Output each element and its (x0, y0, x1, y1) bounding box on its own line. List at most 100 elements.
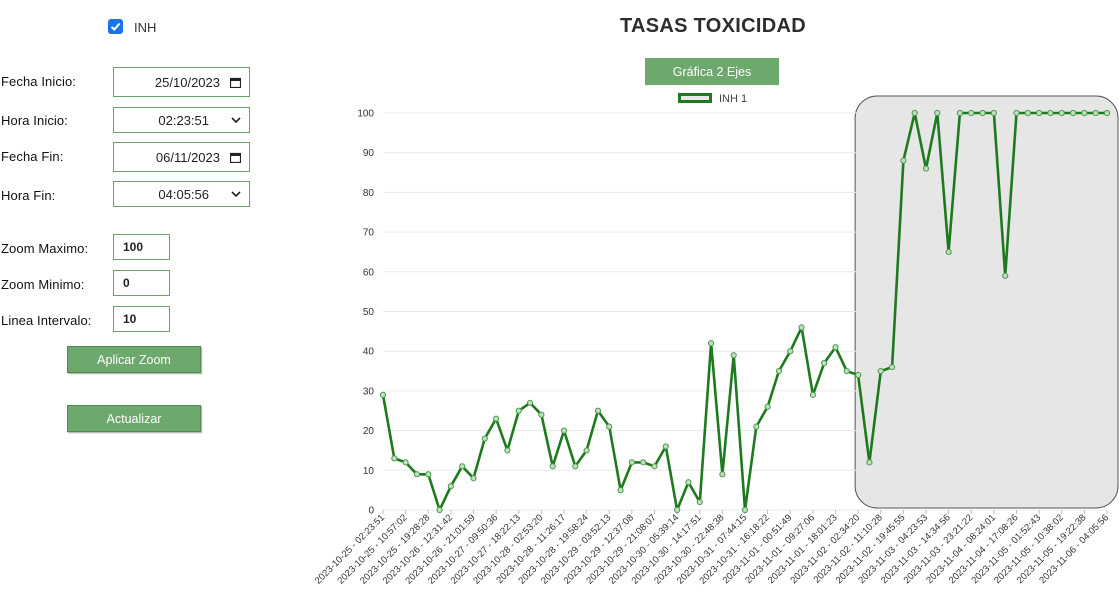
fecha-inicio-input[interactable]: 25/10/2023 (113, 67, 250, 97)
hora-fin-value: 04:05:56 (158, 186, 209, 202)
data-point (459, 463, 466, 470)
data-point (1024, 109, 1031, 117)
legend-label[interactable]: INH 1 (719, 93, 748, 105)
data-point (934, 109, 941, 117)
inh-checkbox[interactable] (108, 19, 123, 34)
data-point (719, 471, 726, 478)
data-point (379, 391, 387, 398)
y-tick-label: 40 (363, 347, 375, 358)
inh-checkbox-label: INH (134, 20, 157, 35)
zoom-max-input[interactable]: 100 (113, 234, 170, 260)
data-point (583, 447, 590, 454)
data-point (425, 471, 432, 478)
fecha-fin-input[interactable]: 06/11/2023 (113, 142, 250, 172)
data-point (753, 423, 760, 430)
fecha-fin-label: Fecha Fin: (1, 149, 64, 164)
dual-axis-chart-button[interactable]: Gráfica 2 Ejes (645, 58, 779, 85)
y-tick-label: 30 (363, 386, 375, 397)
fecha-inicio-label: Fecha Inicio: (1, 74, 77, 89)
data-point (436, 506, 443, 514)
data-point (798, 324, 805, 331)
data-point (1069, 109, 1077, 117)
y-tick-label: 80 (363, 188, 375, 199)
data-point (617, 487, 624, 494)
data-point (628, 459, 635, 466)
data-point (787, 348, 794, 355)
data-point (968, 109, 975, 117)
y-tick-label: 90 (363, 148, 375, 159)
data-point (832, 344, 839, 351)
hora-inicio-label: Hora Inicio: (1, 113, 68, 128)
hora-fin-label: Hora Fin: (1, 188, 56, 203)
y-tick-label: 60 (363, 267, 375, 278)
data-point (741, 506, 749, 514)
data-point (651, 463, 658, 470)
data-point (1103, 109, 1111, 117)
zoom-highlight-region (854, 95, 1119, 509)
data-point (696, 498, 703, 506)
zoom-min-input[interactable]: 0 (113, 270, 170, 296)
data-point (413, 471, 421, 478)
data-point (922, 165, 930, 172)
fecha-inicio-value: 25/10/2023 (154, 74, 220, 90)
hora-inicio-value: 02:23:51 (158, 112, 209, 128)
calendar-icon[interactable] (230, 152, 241, 163)
data-point (515, 407, 522, 414)
data-point (866, 459, 873, 466)
data-point (911, 109, 918, 117)
data-point (821, 360, 828, 367)
data-point (685, 479, 692, 486)
data-point (707, 340, 715, 347)
data-point (470, 475, 477, 482)
data-point (888, 363, 896, 371)
data-point (493, 415, 500, 422)
y-tick-label: 70 (363, 228, 375, 239)
zoom-max-label: Zoom Maximo: (1, 241, 89, 256)
hora-fin-select[interactable]: 04:05:56 (113, 181, 250, 207)
linea-intervalo-input[interactable]: 10 (113, 306, 170, 332)
y-tick-label: 20 (363, 426, 375, 437)
y-tick-label: 100 (357, 109, 374, 120)
hora-inicio-select[interactable]: 02:23:51 (113, 107, 250, 133)
data-point (1013, 109, 1020, 117)
data-point (979, 109, 986, 117)
chevron-down-icon (231, 190, 241, 197)
data-point (1092, 109, 1099, 117)
data-point (764, 403, 771, 410)
data-point (560, 427, 568, 434)
data-point (402, 459, 409, 466)
data-point (640, 459, 647, 466)
zoom-min-label: Zoom Minimo: (1, 277, 85, 292)
data-point (662, 443, 669, 450)
check-icon (110, 22, 121, 31)
data-point (945, 248, 952, 256)
data-point (674, 506, 681, 514)
data-point (1081, 109, 1088, 117)
apply-zoom-button[interactable]: Aplicar Zoom (67, 346, 201, 373)
data-point (1036, 109, 1043, 117)
data-point (504, 447, 511, 454)
refresh-button[interactable]: Actualizar (67, 405, 201, 432)
data-point (447, 483, 454, 490)
data-point (391, 455, 398, 462)
data-point (730, 352, 737, 359)
data-point (843, 367, 850, 375)
fecha-fin-value: 06/11/2023 (155, 149, 220, 165)
data-point (572, 463, 579, 470)
y-tick-label: 0 (368, 506, 374, 517)
data-point (606, 423, 613, 430)
chart-title: TASAS TOXICIDAD (620, 15, 806, 37)
chevron-down-icon (231, 116, 241, 123)
data-point (990, 109, 997, 117)
data-point (956, 109, 964, 117)
data-point (481, 435, 488, 442)
data-point (775, 367, 783, 375)
data-point (1002, 272, 1009, 279)
legend-swatch[interactable] (678, 93, 712, 103)
calendar-icon[interactable] (230, 77, 241, 88)
y-tick-label: 50 (363, 307, 375, 318)
data-point (900, 157, 907, 164)
data-point (549, 463, 556, 470)
data-point (877, 367, 884, 375)
